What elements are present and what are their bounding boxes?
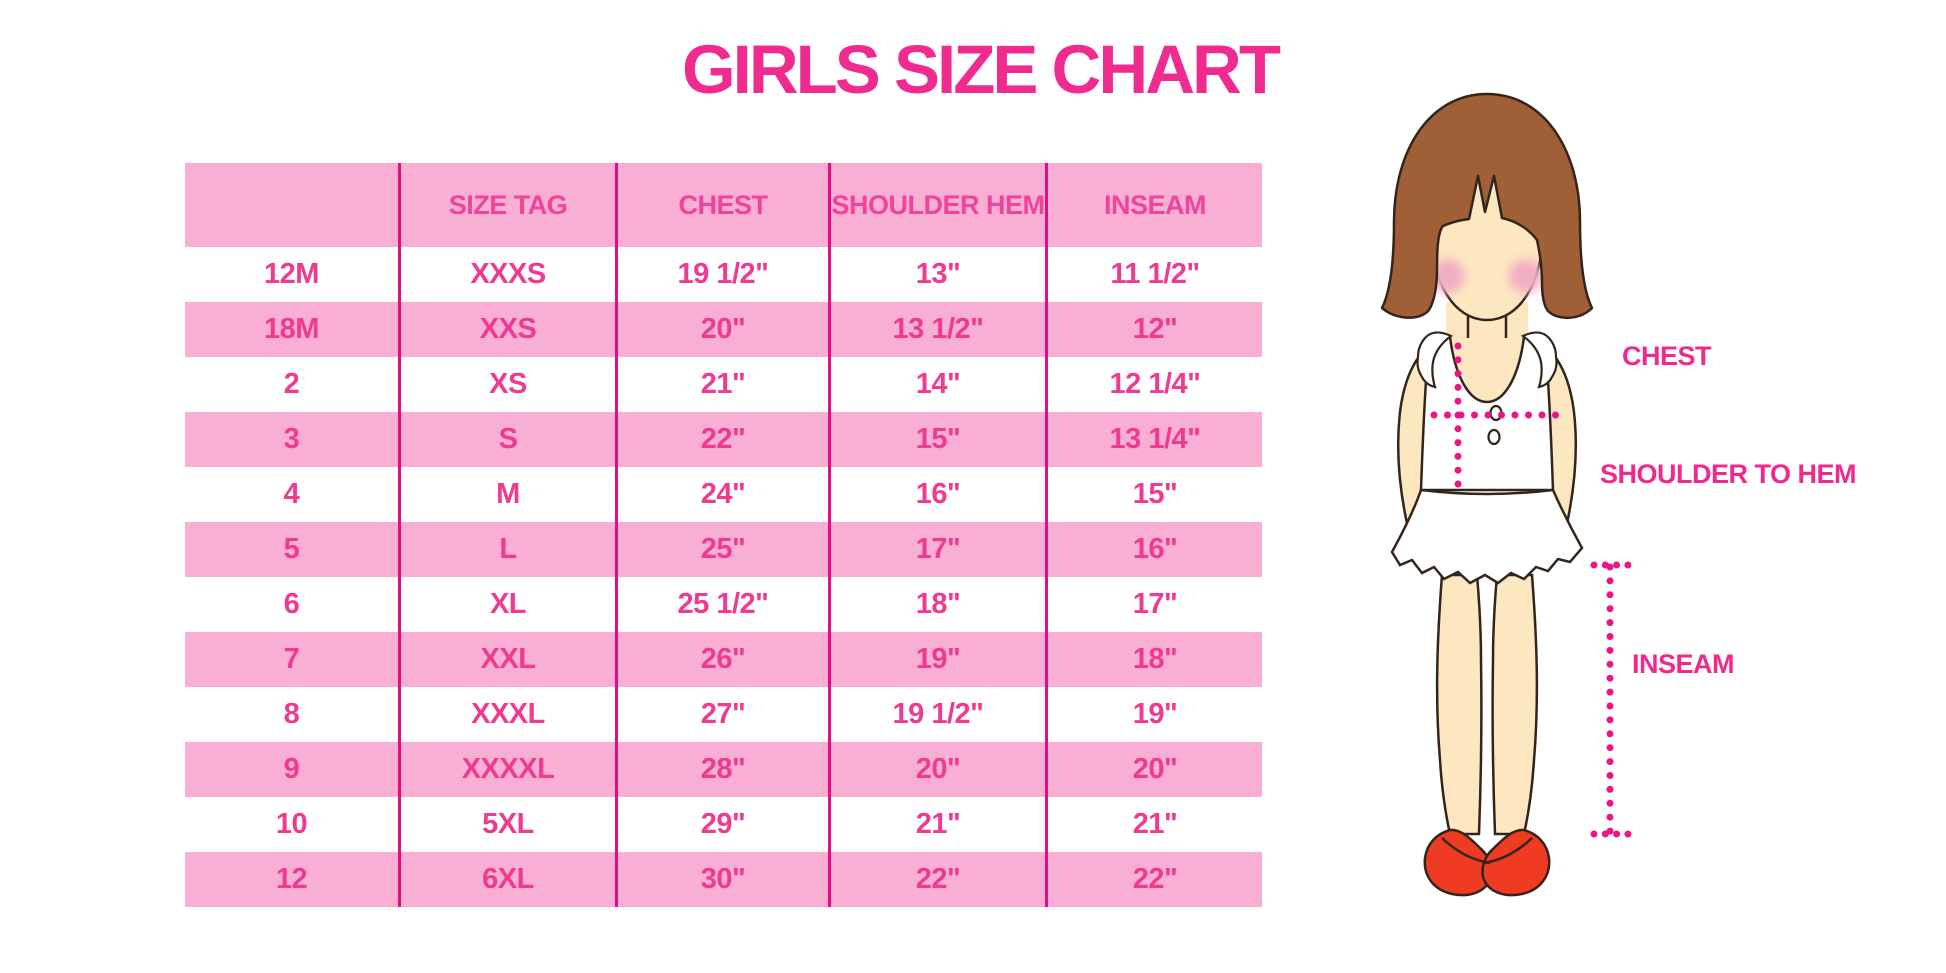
button-icon: [1487, 428, 1501, 446]
table-cell: 20": [615, 302, 828, 357]
table-row: 12M XXXS 19 1/2" 13" 11 1/2": [185, 247, 1262, 302]
size-table-header-row: SIZE TAG CHEST SHOULDER HEM INSEAM: [185, 163, 1262, 247]
table-row: 8 XXXL 27" 19 1/2" 19": [185, 687, 1262, 742]
chest-label: CHEST: [1622, 341, 1712, 371]
table-cell: 30": [615, 852, 828, 907]
table-row: 3 S 22" 15" 13 1/4": [185, 412, 1262, 467]
table-cell: 17": [828, 522, 1045, 577]
table-cell: 18M: [264, 313, 319, 345]
table-cell: 20": [828, 742, 1045, 797]
table-cell: 3: [283, 423, 300, 455]
table-cell: 22": [828, 852, 1045, 907]
table-cell: 28": [615, 742, 828, 797]
column-header-blank: [185, 163, 398, 247]
table-cell: 5: [283, 533, 300, 565]
table-cell: 21": [615, 357, 828, 412]
table-row: 18M XXS 20" 13 1/2" 12": [185, 302, 1262, 357]
table-cell: 13 1/4": [1045, 412, 1262, 467]
table-cell: 25 1/2": [615, 577, 828, 632]
table-cell: 17": [1045, 577, 1262, 632]
table-row: 4 M 24" 16" 15": [185, 467, 1262, 522]
table-cell: 16": [1045, 522, 1262, 577]
measurement-lines: [1430, 342, 1632, 838]
size-table: SIZE TAG CHEST SHOULDER HEM INSEAM 12M XXXS 1…: [185, 163, 1262, 907]
table-cell: M: [398, 467, 615, 522]
table-cell: XL: [398, 577, 615, 632]
table-cell: 5XL: [398, 797, 615, 852]
table-cell: 2: [283, 368, 300, 400]
page-title: GIRLS SIZE CHART: [681, 31, 1281, 108]
table-cell: 20": [1045, 742, 1262, 797]
table-cell: 12: [275, 863, 308, 895]
table-cell: 6XL: [398, 852, 615, 907]
size-table-body: 12M XXXS 19 1/2" 13" 11 1/2" 18M XXS 20" 13 1/2"…: [185, 247, 1262, 907]
legs: [1435, 573, 1539, 836]
shoes-icon: [1423, 828, 1551, 897]
shoulder-to-hem-label: SHOULDER TO HEM: [1600, 459, 1857, 489]
table-cell: 19": [828, 632, 1045, 687]
table-cell: 18": [1045, 632, 1262, 687]
column-header-shoulder-hem: SHOULDER HEM: [828, 163, 1045, 247]
table-cell: 12 1/4": [1045, 357, 1262, 412]
table-cell: 22": [615, 412, 828, 467]
table-cell: 27": [615, 687, 828, 742]
hair-icon: [1380, 92, 1594, 319]
table-cell: XXXS: [398, 247, 615, 302]
table-row: 2 XS 21" 14" 12 1/4": [185, 357, 1262, 412]
table-cell: L: [398, 522, 615, 577]
table-cell: 18": [828, 577, 1045, 632]
skirt: [1390, 488, 1584, 585]
table-cell: 13": [828, 247, 1045, 302]
table-cell: 19": [1045, 687, 1262, 742]
inseam-label: INSEAM: [1632, 649, 1735, 679]
column-header-chest: CHEST: [615, 163, 828, 247]
table-cell: 15": [828, 412, 1045, 467]
table-cell: 14": [828, 357, 1045, 412]
table-cell: 10: [275, 808, 308, 840]
table-cell: 19 1/2": [615, 247, 828, 302]
table-row: 9 XXXXL 28" 20" 20": [185, 742, 1262, 797]
table-cell: 19 1/2": [828, 687, 1045, 742]
table-cell: S: [398, 412, 615, 467]
table-cell: 25": [615, 522, 828, 577]
column-header-size-tag: SIZE TAG: [398, 163, 615, 247]
table-cell: 24": [615, 467, 828, 522]
table-cell: 8: [283, 698, 300, 730]
table-row: 10 5XL 29" 21" 21": [185, 797, 1262, 852]
table-cell: 12": [1045, 302, 1262, 357]
table-row: 5 L 25" 17" 16": [185, 522, 1262, 577]
table-cell: XXS: [398, 302, 615, 357]
blush-icon: [1509, 259, 1543, 293]
column-header-inseam: INSEAM: [1045, 163, 1262, 247]
table-cell: 29": [615, 797, 828, 852]
table-cell: XXL: [398, 632, 615, 687]
table-cell: 6: [283, 588, 300, 620]
table-cell: 7: [283, 643, 300, 675]
measurement-figure: CHEST SHOULDER TO HEM INSEAM: [1330, 80, 1946, 940]
table-cell: 26": [615, 632, 828, 687]
table-row: 12 6XL 30" 22" 22": [185, 852, 1262, 907]
girl-illustration-icon: [1380, 92, 1632, 897]
table-cell: 13 1/2": [828, 302, 1045, 357]
table-cell: 21": [828, 797, 1045, 852]
table-cell: 15": [1045, 467, 1262, 522]
table-row: 7 XXL 26" 19" 18": [185, 632, 1262, 687]
table-row: 6 XL 25 1/2" 18" 17": [185, 577, 1262, 632]
table-cell: 12M: [264, 258, 319, 290]
blush-icon: [1431, 259, 1465, 293]
table-cell: XXXL: [398, 687, 615, 742]
table-cell: 21": [1045, 797, 1262, 852]
table-cell: 11 1/2": [1045, 247, 1262, 302]
table-cell: 16": [828, 467, 1045, 522]
table-cell: 9: [283, 753, 300, 785]
table-cell: XXXXL: [398, 742, 615, 797]
table-cell: XS: [398, 357, 615, 412]
table-cell: 4: [283, 478, 300, 510]
table-cell: 22": [1045, 852, 1262, 907]
